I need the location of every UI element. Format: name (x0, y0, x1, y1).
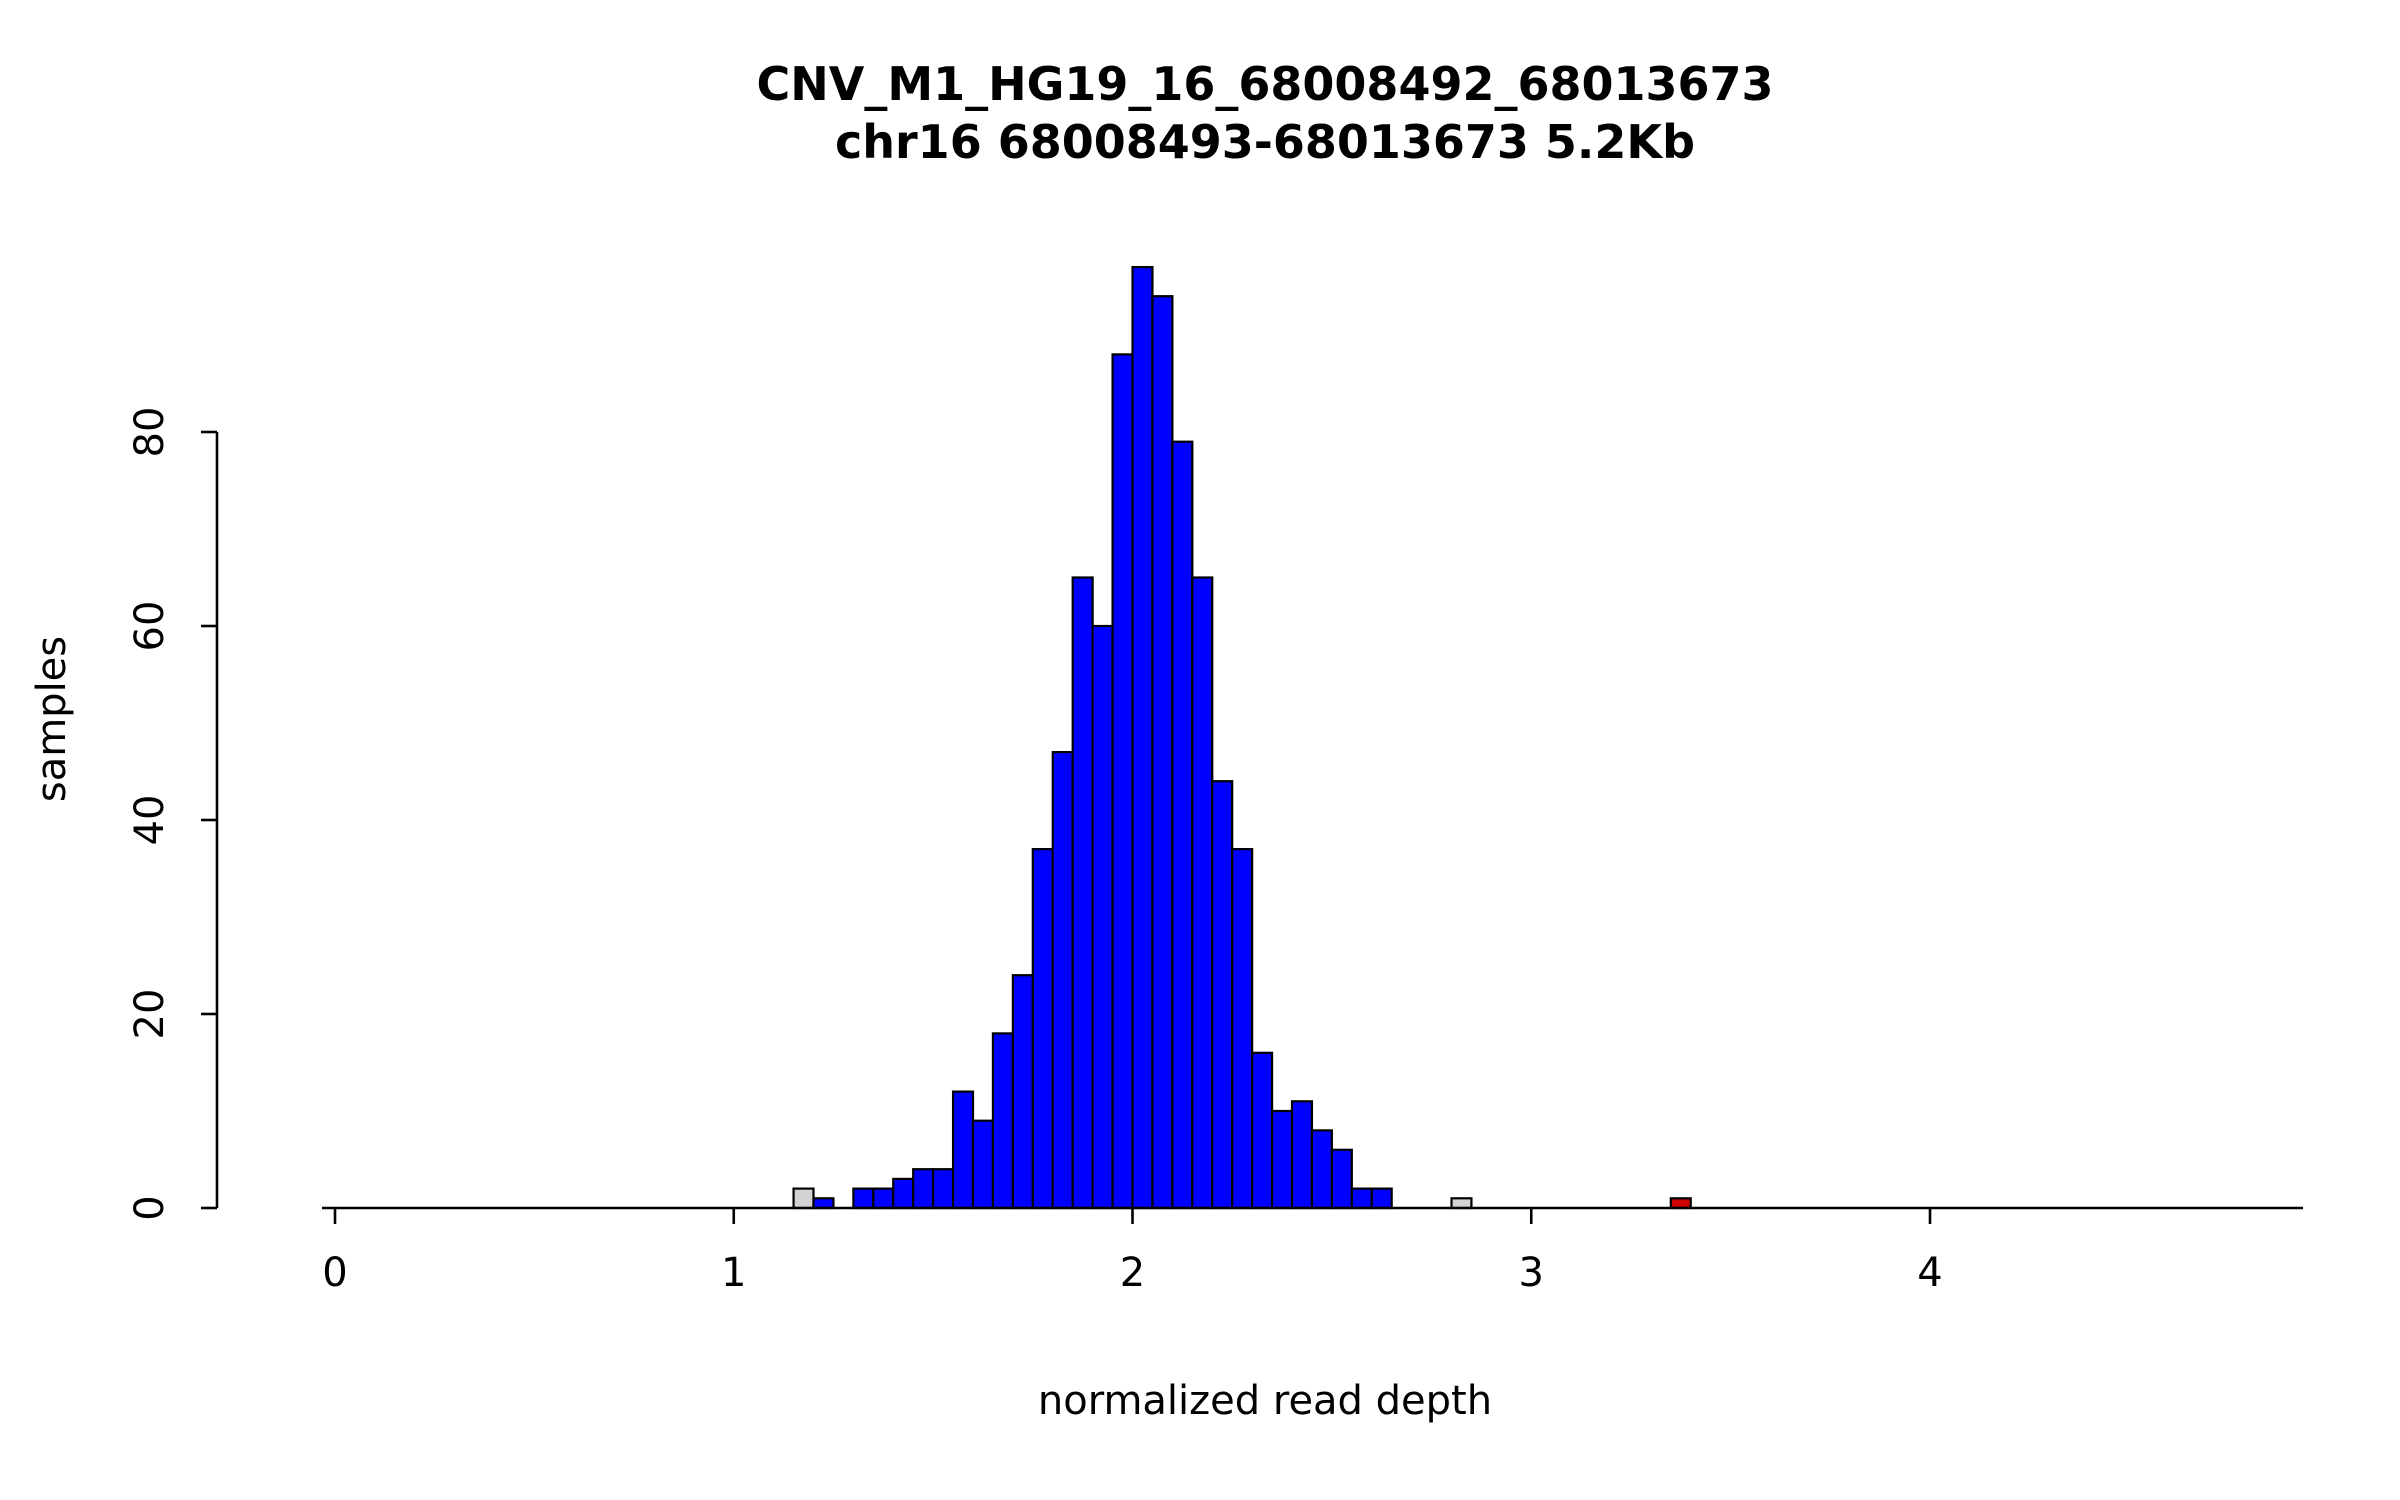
histogram-bar (1071, 576, 1094, 1210)
histogram-bar (872, 1187, 895, 1210)
chart-subtitle: chr16 68008493-68013673 5.2Kb (834, 115, 1695, 169)
x-tick-label: 1 (721, 1250, 746, 1296)
histogram-bar (1031, 847, 1054, 1210)
histogram-bar (1370, 1187, 1393, 1210)
histogram-bar (971, 1119, 995, 1210)
histogram-bar (1171, 440, 1194, 1210)
x-tick-label: 0 (322, 1250, 347, 1296)
y-tick-label: 80 (127, 407, 173, 458)
x-tick-label: 3 (1519, 1250, 1544, 1296)
histogram-bar (1450, 1197, 1473, 1210)
histogram-bar (951, 1090, 975, 1210)
histogram-bar (1231, 847, 1254, 1210)
y-tick-label: 0 (127, 1195, 173, 1220)
histogram-bar (1290, 1100, 1314, 1210)
chart-title: CNV_M1_HG19_16_68008492_68013673 (756, 57, 1774, 111)
y-tick-label: 60 (127, 601, 173, 652)
y-tick-label: 20 (127, 989, 173, 1040)
histogram-bar (852, 1187, 875, 1210)
histogram-bar (1051, 750, 1074, 1210)
histogram-bar (1091, 624, 1114, 1210)
x-tick-label: 4 (1917, 1250, 1942, 1296)
histogram-bar (1211, 780, 1234, 1210)
histogram-bar (1011, 974, 1034, 1210)
histogram-bar (1151, 295, 1174, 1210)
histogram-bar (812, 1197, 835, 1210)
histogram-bar (1191, 576, 1214, 1210)
histogram-bar (1669, 1197, 1692, 1210)
histogram-bar (1131, 266, 1154, 1210)
histogram-bar (1330, 1148, 1353, 1210)
histogram-bar (1270, 1109, 1294, 1210)
histogram-bar (1350, 1187, 1373, 1210)
y-tick-label: 40 (127, 795, 173, 846)
x-axis-label: normalized read depth (1037, 1378, 1493, 1424)
x-tick-label: 2 (1120, 1250, 1145, 1296)
histogram-bar (1310, 1129, 1333, 1210)
histogram-bar (912, 1168, 935, 1210)
histogram-bar (792, 1187, 815, 1210)
histogram-bar (1111, 353, 1134, 1210)
histogram-bar (892, 1177, 915, 1210)
histogram-bar (991, 1032, 1014, 1210)
histogram-bar (1251, 1051, 1274, 1210)
histogram-bar (932, 1168, 955, 1210)
